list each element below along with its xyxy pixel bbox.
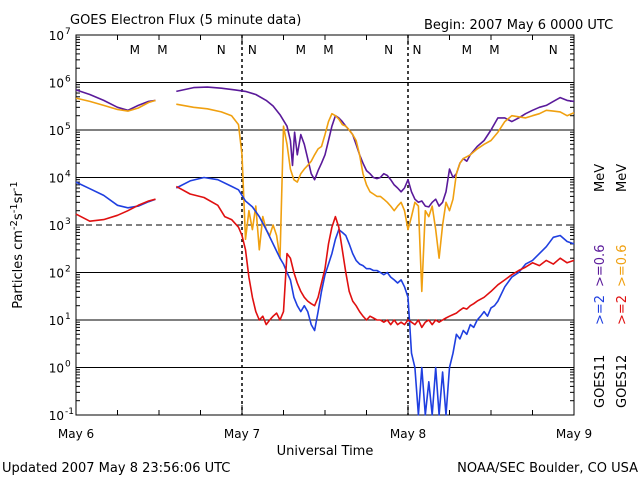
x-tick-label: May 9: [556, 427, 592, 441]
y-tick-label: 10: [49, 29, 64, 43]
legend-goes11-ch2: >=2: [593, 295, 608, 325]
y-tick-label-exp: 0: [65, 360, 71, 370]
credit: NOAA/SEC Boulder, CO USA: [457, 461, 638, 476]
series-line-1: [176, 103, 575, 293]
grid: [76, 82, 574, 368]
updated-timestamp: Updated 2007 May 8 23:56:06 UTC: [2, 461, 230, 476]
x-axis-ticks: May 6 May 7 May 8 May 9: [58, 35, 592, 441]
series-line-2: [175, 176, 575, 416]
y-tick-label-exp: 7: [65, 27, 71, 37]
y-tick-label: 10: [49, 267, 64, 281]
legend-goes12: GOES12: [615, 355, 630, 408]
top-marker-n: N: [248, 43, 257, 57]
legend-goes11: GOES11: [593, 355, 608, 408]
legend-unit-goes11: MeV: [593, 164, 608, 192]
y-tick-label: 10: [49, 77, 64, 91]
y-tick-label-exp: 2: [65, 265, 71, 275]
y-tick-label-base: 10: [49, 362, 64, 376]
legend-goes11-ch06: >=0.6: [593, 245, 608, 287]
y-tick-label-exp: 4: [65, 170, 71, 180]
series-line-3: [75, 198, 156, 222]
begin-time: Begin: 2007 May 6 0000 UTC: [424, 18, 613, 33]
top-marker-m: M: [462, 43, 472, 57]
top-marker-n: N: [549, 43, 558, 57]
y-tick-label: 10: [49, 409, 64, 423]
y-tick-label: 10: [49, 314, 64, 328]
series-line-3: [175, 185, 575, 329]
y-tick-label: 10: [49, 124, 64, 138]
y-tick-label: 10: [49, 362, 64, 376]
top-marker-m: M: [296, 43, 306, 57]
legend-unit-goes12: MeV: [615, 164, 630, 192]
series-lines: [75, 86, 575, 416]
top-marker-n: N: [412, 43, 421, 57]
top-marker-m: M: [489, 43, 499, 57]
chart-title: GOES Electron Flux (5 minute data): [70, 13, 301, 28]
y-tick-label-exp: -1: [65, 407, 74, 417]
series-line-1: [75, 97, 156, 112]
legend: GOES11 GOES12 >=2 >=2 >=0.6 >=0.6 MeV Me…: [593, 164, 630, 408]
top-marker-m: M: [323, 43, 333, 57]
x-axis-label: Universal Time: [277, 444, 374, 459]
top-marker-m: M: [130, 43, 140, 57]
y-tick-label-exp: 3: [65, 217, 71, 227]
legend-goes12-ch06: >=0.6: [615, 245, 630, 287]
y-tick-label-exp: 6: [65, 75, 71, 85]
y-tick-label-exp: 1: [65, 312, 71, 322]
y-tick-label-base: 10: [49, 124, 64, 138]
series-line-0: [176, 86, 575, 208]
top-marker-n: N: [217, 43, 226, 57]
y-tick-label-base: 10: [49, 77, 64, 91]
y-tick-label-base: 10: [49, 29, 64, 43]
y-tick-label-base: 10: [49, 409, 64, 423]
y-tick-label-exp: 5: [65, 122, 71, 132]
y-tick-label-base: 10: [49, 267, 64, 281]
y-tick-label: 10: [49, 219, 64, 233]
y-tick-label-base: 10: [49, 172, 64, 186]
x-tick-label: May 6: [58, 427, 94, 441]
y-axis-label: Particles cm-2s-1sr-1: [9, 181, 27, 309]
x-tick-label: May 8: [390, 427, 426, 441]
y-tick-label: 10: [49, 172, 64, 186]
series-line-0: [75, 89, 156, 112]
x-tick-label: May 7: [224, 427, 260, 441]
y-tick-label-base: 10: [49, 314, 64, 328]
top-marker-n: N: [384, 43, 393, 57]
legend-goes12-ch2: >=2: [615, 295, 630, 325]
top-marker-m: M: [157, 43, 167, 57]
y-tick-label-base: 10: [49, 219, 64, 233]
